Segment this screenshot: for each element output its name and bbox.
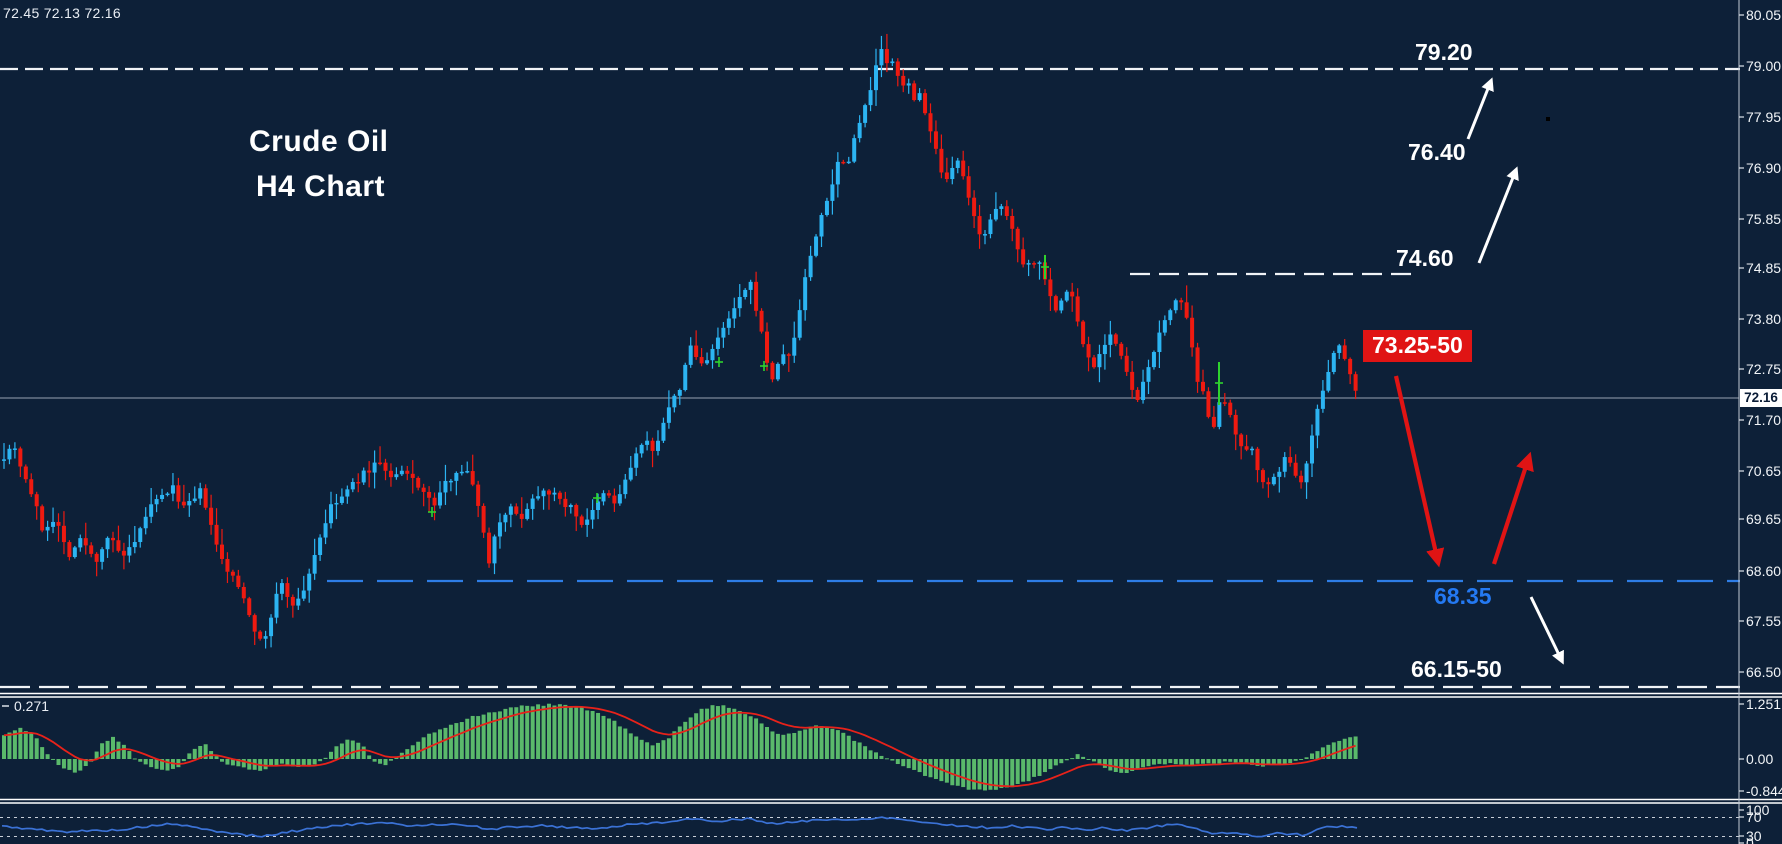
black-dot-artifact xyxy=(1546,117,1550,121)
ohlc-quote: 72.45 72.13 72.16 xyxy=(3,5,121,21)
rsi-tick-label: 0 xyxy=(1746,835,1754,844)
red-projection-arrow xyxy=(1492,451,1534,565)
annotation-arrows xyxy=(1393,77,1564,665)
price-tick-label: 67.55 xyxy=(1746,613,1782,629)
macd-signal-line xyxy=(3,705,1356,788)
macd-pane xyxy=(2,703,1358,791)
price-tick-label: 77.95 xyxy=(1746,109,1782,125)
trade-markers xyxy=(428,117,1550,517)
axis-ticks xyxy=(1739,14,1744,844)
price-tick-label: 79.00 xyxy=(1746,58,1782,74)
white-projection-arrow xyxy=(1477,166,1519,264)
price-tick-label: 68.60 xyxy=(1746,563,1782,579)
chart-title-line1: Crude Oil xyxy=(249,125,389,158)
price-tick-label: 80.05 xyxy=(1746,7,1782,23)
level-label-66-15-50: 66.15-50 xyxy=(1411,656,1502,682)
candles xyxy=(2,33,1358,649)
chart-title-line2: H4 Chart xyxy=(256,170,386,203)
rsi-tick-label: 30 xyxy=(1746,828,1762,844)
macd-current-value: 0.271 xyxy=(14,698,50,714)
price-tick-label: 72.75 xyxy=(1746,361,1782,377)
price-tick-label: 66.50 xyxy=(1746,664,1782,680)
price-tick-label: 76.90 xyxy=(1746,160,1782,176)
price-tick-label: 75.85 xyxy=(1746,211,1782,227)
price-levels xyxy=(0,67,1740,689)
price-tick-label: 74.85 xyxy=(1746,260,1782,276)
macd-tick-label: 0.00 xyxy=(1746,751,1774,767)
price-tick-label: 69.65 xyxy=(1746,511,1782,527)
price-tick-label: 70.65 xyxy=(1746,463,1782,479)
level-label-74-60: 74.60 xyxy=(1396,245,1454,271)
price-tick-label: 73.80 xyxy=(1746,311,1782,327)
red-projection-arrow xyxy=(1393,375,1445,568)
macd-tick-label: 1.251 xyxy=(1746,696,1782,712)
level-label-79-20: 79.20 xyxy=(1415,39,1473,65)
rsi-tick-label: 100 xyxy=(1746,802,1770,818)
level-label-76-40: 76.40 xyxy=(1408,139,1466,165)
level-label-68-35: 68.35 xyxy=(1434,583,1492,609)
current-price-tag: 72.16 xyxy=(1740,389,1782,407)
price-tick-label: 71.70 xyxy=(1746,412,1782,428)
rsi-pane xyxy=(0,816,1739,838)
rsi-line xyxy=(1,816,1358,838)
macd-tick-label: -0.844 xyxy=(1746,783,1782,799)
white-projection-arrow xyxy=(1529,596,1564,665)
rsi-tick-label: 70 xyxy=(1746,809,1762,825)
price-zone-label-73-25-50: 73.25-50 xyxy=(1363,330,1472,362)
white-projection-arrow xyxy=(1466,77,1494,140)
